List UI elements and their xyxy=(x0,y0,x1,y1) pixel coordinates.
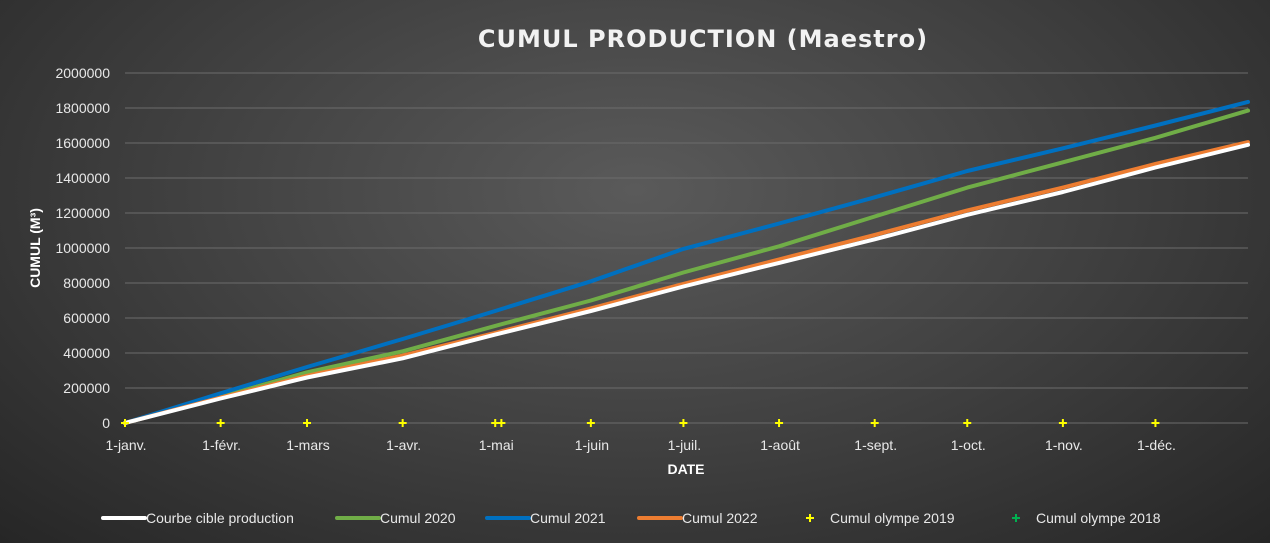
series-marker xyxy=(398,419,407,427)
chart-title: CUMUL PRODUCTION (Maestro) xyxy=(478,25,928,53)
series-marker xyxy=(679,419,688,427)
x-axis-label: DATE xyxy=(667,461,704,477)
y-tick-label: 600000 xyxy=(63,310,110,326)
x-tick-label: 1-août xyxy=(760,437,800,453)
x-tick-label: 1-mai xyxy=(479,437,514,453)
series-marker xyxy=(1151,419,1160,427)
x-tick-label: 1-juil. xyxy=(668,437,701,453)
legend-label: Courbe cible production xyxy=(146,510,294,526)
y-tick-label: 1600000 xyxy=(55,135,110,151)
legend-label: Cumul olympe 2019 xyxy=(830,510,955,526)
x-tick-label: 1-févr. xyxy=(202,437,241,453)
series-marker xyxy=(1058,419,1067,427)
legend-marker xyxy=(806,514,814,522)
series-marker xyxy=(586,419,595,427)
series-marker xyxy=(870,419,879,427)
y-tick-label: 1200000 xyxy=(55,205,110,221)
series-line xyxy=(123,142,1250,425)
legend: Courbe cible production Cumul 2020 Cumul 2… xyxy=(101,510,1161,526)
series-marker xyxy=(303,419,312,427)
y-tick-label: 400000 xyxy=(63,345,110,361)
legend-label: Cumul 2021 xyxy=(530,510,606,526)
y-tick-label: 800000 xyxy=(63,275,110,291)
series-marker xyxy=(963,419,972,427)
x-axis-ticks: 1-janv. 1-févr. 1-mars 1-avr. 1-mai 1-juin 1-j… xyxy=(106,437,1176,453)
y-axis-label: CUMUL (M³) xyxy=(27,208,43,288)
series-line xyxy=(123,99,1250,425)
legend-label: Cumul 2022 xyxy=(682,510,758,526)
y-tick-label: 200000 xyxy=(63,380,110,396)
legend-label: Cumul olympe 2018 xyxy=(1036,510,1161,526)
y-tick-label: 1400000 xyxy=(55,170,110,186)
x-tick-label: 1-janv. xyxy=(106,437,147,453)
y-tick-label: 0 xyxy=(102,415,110,431)
x-tick-label: 1-déc. xyxy=(1137,437,1176,453)
legend-marker xyxy=(1012,514,1020,522)
x-tick-label: 1-avr. xyxy=(386,437,421,453)
x-tick-label: 1-juin xyxy=(575,437,609,453)
series-marker xyxy=(497,419,506,427)
x-tick-label: 1-mars xyxy=(286,437,330,453)
series-line xyxy=(123,108,1250,425)
legend-label: Cumul 2020 xyxy=(380,510,456,526)
x-tick-label: 1-oct. xyxy=(951,437,986,453)
x-tick-label: 1-sept. xyxy=(854,437,897,453)
x-tick-label: 1-nov. xyxy=(1045,437,1083,453)
series-marker xyxy=(216,419,225,427)
y-tick-label: 2000000 xyxy=(55,65,110,81)
series-marker xyxy=(121,419,129,427)
y-tick-label: 1000000 xyxy=(55,240,110,256)
series-marker xyxy=(775,419,784,427)
y-axis-ticks: 0 200000 400000 600000 800000 1000000 1200000 1… xyxy=(55,65,110,431)
y-tick-label: 1800000 xyxy=(55,100,110,116)
series-layer xyxy=(121,99,1250,427)
